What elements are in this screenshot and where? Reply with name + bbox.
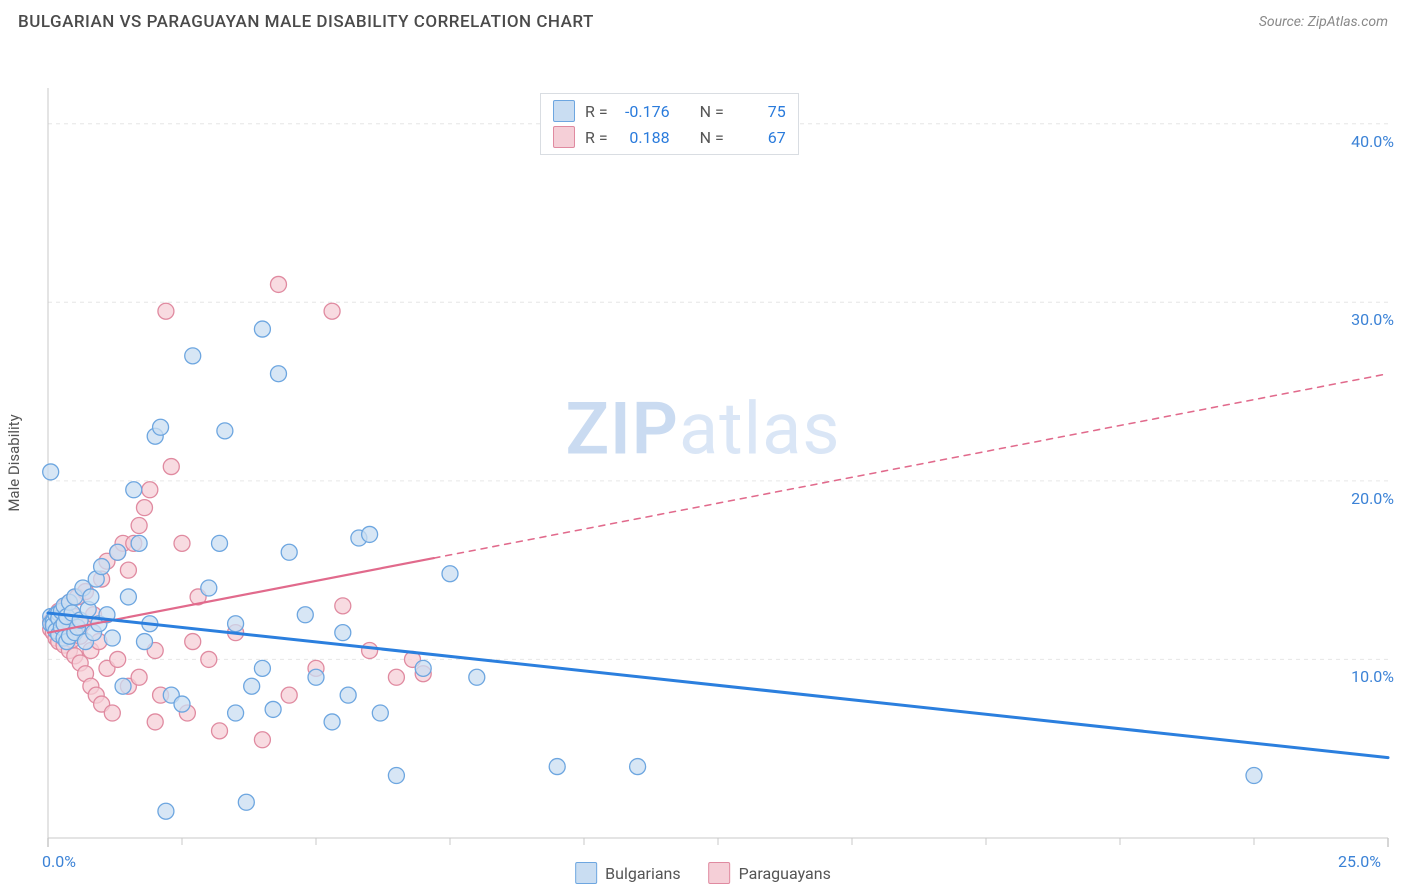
y-tick-label: 30.0%	[1351, 310, 1394, 329]
chart-area: Male Disability ZIPatlas R = -0.176 N = …	[0, 38, 1406, 888]
value-N-bulgarians: 75	[734, 102, 786, 121]
stats-row-bulgarians: R = -0.176 N = 75	[541, 98, 798, 124]
x-tick-label: 0.0%	[42, 852, 76, 871]
chart-title: BULGARIAN VS PARAGUAYAN MALE DISABILITY …	[18, 12, 594, 32]
value-R-bulgarians: -0.176	[618, 102, 670, 121]
legend-item-paraguayans: Paraguayans	[709, 862, 831, 884]
scatter-plot-svg	[0, 38, 1406, 888]
value-R-paraguayans: 0.188	[618, 128, 670, 147]
swatch-paraguayans	[709, 862, 731, 884]
y-tick-label: 20.0%	[1351, 489, 1394, 508]
label-R: R =	[585, 102, 608, 121]
y-axis-label: Male Disability	[5, 414, 23, 511]
value-N-paraguayans: 67	[734, 128, 786, 147]
correlation-stats-box: R = -0.176 N = 75 R = 0.188 N = 67	[540, 93, 799, 155]
y-tick-label: 10.0%	[1351, 667, 1394, 686]
x-tick-label: 25.0%	[1338, 852, 1381, 871]
source-credit: Source: ZipAtlas.com	[1259, 14, 1388, 30]
legend-bottom: Bulgarians Paraguayans	[575, 862, 831, 884]
swatch-paraguayans	[553, 126, 575, 148]
label-N: N =	[700, 128, 724, 147]
swatch-bulgarians	[553, 100, 575, 122]
y-tick-label: 40.0%	[1351, 132, 1394, 151]
legend-label-paraguayans: Paraguayans	[739, 864, 831, 883]
stats-row-paraguayans: R = 0.188 N = 67	[541, 124, 798, 150]
label-R: R =	[585, 128, 608, 147]
chart-header: BULGARIAN VS PARAGUAYAN MALE DISABILITY …	[0, 0, 1406, 38]
legend-item-bulgarians: Bulgarians	[575, 862, 680, 884]
legend-label-bulgarians: Bulgarians	[605, 864, 680, 883]
swatch-bulgarians	[575, 862, 597, 884]
label-N: N =	[700, 102, 724, 121]
